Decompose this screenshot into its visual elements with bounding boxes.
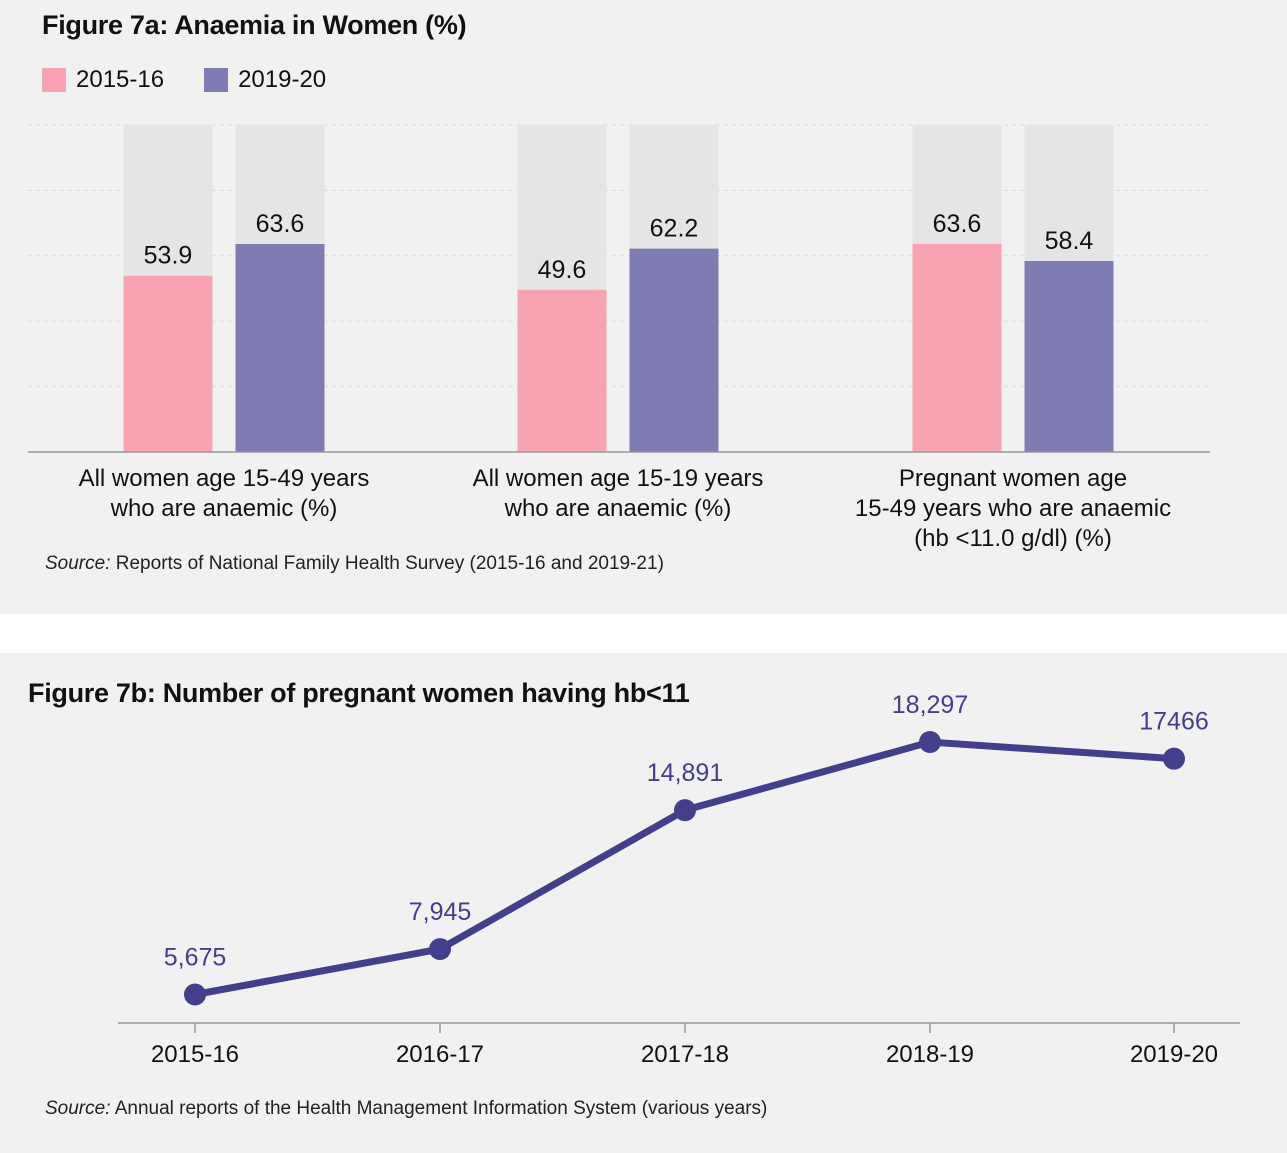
x-tick-label: 2015-16 bbox=[151, 1041, 239, 1068]
legend-label-2019-20: 2019-20 bbox=[238, 66, 327, 93]
data-point bbox=[674, 799, 696, 822]
bar-2015-16 bbox=[123, 275, 213, 452]
data-label: 5,675 bbox=[164, 944, 227, 972]
legend-item-2015-16: 2015-16 bbox=[42, 66, 164, 94]
category-label: All women age 15-49 years bbox=[79, 465, 370, 492]
x-tick-label: 2018-19 bbox=[886, 1041, 974, 1068]
legend-label-2015-16: 2015-16 bbox=[76, 66, 165, 93]
category-label: who are anaemic (%) bbox=[110, 495, 338, 522]
bar-value-label: 62.2 bbox=[650, 215, 699, 243]
bar-2019-20 bbox=[235, 244, 325, 452]
figure-7b-title: Figure 7b: Number of pregnant women havi… bbox=[28, 678, 690, 708]
data-point bbox=[919, 731, 941, 754]
figure-7b-panel: Figure 7b: Number of pregnant women havi… bbox=[0, 653, 1287, 1153]
figure-7a-legend: 2015-16 2019-20 bbox=[42, 66, 366, 94]
legend-item-2019-20: 2019-20 bbox=[204, 66, 326, 94]
bar-value-label: 63.6 bbox=[256, 210, 305, 238]
bar-value-label: 53.9 bbox=[144, 242, 193, 270]
figure-7a-source-label: Source: bbox=[45, 553, 111, 574]
x-tick-label: 2017-18 bbox=[641, 1041, 729, 1068]
figure-7a-source: Source: Reports of National Family Healt… bbox=[45, 553, 664, 575]
figure-7b-source-text: Annual reports of the Health Management … bbox=[114, 1098, 768, 1119]
figure-7b-line-chart: 2015-16 2016-17 2017-18 2018-19 2019-20 5,675… bbox=[118, 691, 1240, 1068]
category-label: (hb <11.0 g/dl) (%) bbox=[914, 525, 1112, 552]
bar-2015-16 bbox=[517, 289, 607, 452]
category-label: who are anaemic (%) bbox=[504, 495, 732, 522]
data-label: 17466 bbox=[1139, 708, 1209, 736]
x-tick-label: 2016-17 bbox=[396, 1041, 484, 1068]
data-point bbox=[429, 938, 451, 961]
bar-value-label: 63.6 bbox=[933, 210, 982, 238]
data-label: 18,297 bbox=[892, 691, 968, 719]
legend-swatch-2015-16 bbox=[42, 68, 66, 92]
data-point bbox=[1163, 747, 1185, 770]
figure-7a-bar-chart: 53.9 63.6 All women age 15-49 years who are… bbox=[28, 124, 1210, 552]
bar-2019-20 bbox=[1024, 261, 1114, 452]
data-point bbox=[184, 983, 206, 1006]
category-label: Pregnant women age bbox=[899, 465, 1127, 492]
category-label: 15-49 years who are anaemic bbox=[855, 495, 1171, 522]
bar-value-label: 49.6 bbox=[538, 256, 587, 284]
figure-7a-title: Figure 7a: Anaemia in Women (%) bbox=[42, 10, 467, 40]
bar-value-label: 58.4 bbox=[1045, 227, 1094, 255]
bar-2019-20 bbox=[629, 248, 719, 452]
x-tick-label: 2019-20 bbox=[1130, 1041, 1218, 1068]
legend-swatch-2019-20 bbox=[204, 68, 229, 92]
figure-7a-source-text: Reports of National Family Health Survey… bbox=[115, 553, 664, 574]
bar-2015-16 bbox=[912, 244, 1002, 452]
data-label: 14,891 bbox=[647, 759, 723, 787]
figure-7b-source-label: Source: bbox=[45, 1098, 111, 1119]
figure-7a-panel: Figure 7a: Anaemia in Women (%) 2015-16 … bbox=[0, 0, 1287, 614]
figure-7b-source: Source: Annual reports of the Health Man… bbox=[45, 1098, 767, 1120]
category-label: All women age 15-19 years bbox=[473, 465, 764, 492]
data-label: 7,945 bbox=[409, 898, 472, 926]
